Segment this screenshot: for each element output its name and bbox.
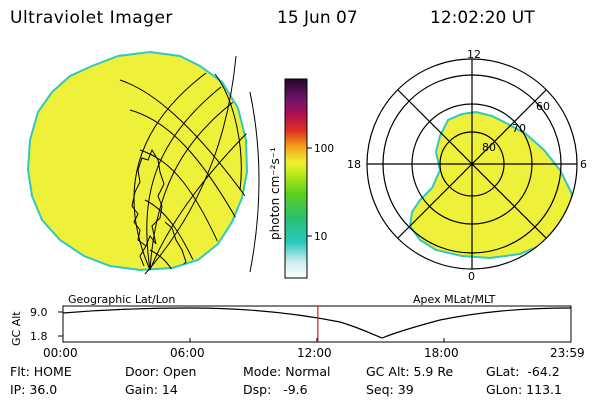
status-ip: IP: 36.0	[10, 382, 57, 397]
polar-panel-label: Apex MLat/MLT	[413, 293, 496, 306]
grid-line	[119, 79, 249, 201]
status-door: Door: Open	[125, 364, 196, 379]
lat-label-60: 60	[536, 100, 550, 113]
status-dsp: Dsp: -9.6	[243, 382, 308, 397]
polar-panel: 12 18 6 0 80 70 60 Apex MLat/MLT	[347, 48, 587, 306]
geographic-image-panel: Geographic Lat/Lon	[26, 50, 260, 306]
lat-label-80: 80	[482, 141, 496, 154]
orbit-arc	[249, 91, 260, 273]
grid-line	[129, 109, 249, 241]
grid-line	[146, 79, 231, 271]
lat-label-70: 70	[512, 122, 526, 135]
alt-x-tick-0000: 00:00	[43, 346, 78, 360]
orbit-arc	[214, 73, 242, 191]
status-gc-alt: GC Alt: 5.9 Re	[366, 364, 453, 379]
mlt-label-18: 18	[347, 158, 361, 171]
auroral-oval	[408, 110, 574, 260]
colorbar: 100 10 photon cm⁻²s⁻¹	[268, 78, 334, 279]
coastline	[131, 148, 165, 247]
orbit-arc	[144, 55, 237, 275]
colorbar-unit-label: photon cm⁻²s⁻¹	[268, 147, 282, 240]
alt-y-tick-1.8: 1.8	[30, 330, 48, 343]
altitude-plot: 9.0 1.8 GC Alt 00:00 06:00 12:00 18:00 2…	[10, 305, 585, 360]
coastline	[139, 245, 147, 267]
uv-emission-region	[26, 50, 249, 272]
mlt-label-0: 0	[468, 270, 475, 283]
date-label: 15 Jun 07	[277, 8, 358, 28]
colorbar-tick-10: 10	[314, 231, 327, 243]
status-flight: Flt: HOME	[10, 364, 72, 379]
status-seq: Seq: 39	[366, 382, 414, 397]
coastline	[164, 221, 187, 269]
alt-x-tick-1200: 12:00	[297, 346, 332, 360]
colorbar-tick-100: 100	[314, 143, 334, 155]
time-label: 12:02:20 UT	[430, 8, 535, 28]
grid-line	[133, 69, 211, 271]
alt-x-tick-1800: 18:00	[424, 346, 459, 360]
alt-y-tick-9: 9.0	[30, 306, 48, 319]
alt-x-tick-0600: 06:00	[170, 346, 205, 360]
grid-line	[149, 129, 250, 271]
mlt-label-6: 6	[580, 158, 587, 171]
grid-line	[149, 89, 250, 271]
status-glat: GLat: -64.2	[486, 364, 560, 379]
app-title: Ultraviolet Imager	[10, 8, 173, 28]
geo-panel-label: Geographic Lat/Lon	[68, 293, 175, 306]
status-footer: Flt: HOME Door: Open Mode: Normal GC Alt…	[10, 364, 562, 397]
mlt-label-12: 12	[467, 48, 481, 61]
status-mode: Mode: Normal	[243, 364, 330, 379]
altitude-curve	[62, 307, 572, 339]
alt-axis-label: GC Alt	[10, 311, 23, 346]
status-gain: Gain: 14	[125, 382, 178, 397]
status-glon: GLon: 113.1	[486, 382, 562, 397]
polar-axis-diag	[397, 89, 547, 239]
alt-x-tick-2359: 23:59	[550, 346, 585, 360]
colorbar-gradient	[284, 78, 308, 279]
